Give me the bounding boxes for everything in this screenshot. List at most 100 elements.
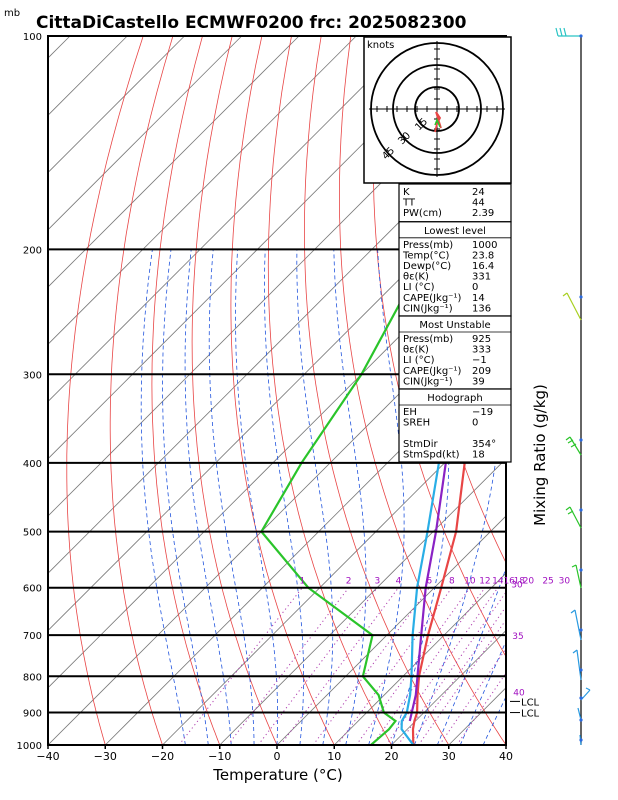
dry-adiabat bbox=[588, 36, 618, 745]
indices-section-title: Most Unstable bbox=[419, 320, 490, 331]
pressure-tick-label: 200 bbox=[23, 245, 42, 256]
index-label: CIN(Jkg⁻¹) bbox=[403, 303, 453, 314]
mixing-ratio-label: 3 bbox=[374, 577, 380, 587]
index-label: EH bbox=[403, 407, 417, 418]
index-value: 925 bbox=[472, 334, 491, 345]
dry-adiabat bbox=[109, 36, 174, 745]
x-axis-label: Temperature (°C) bbox=[212, 766, 342, 784]
x-tick-label: 40 bbox=[499, 750, 513, 763]
hodograph-trace-low bbox=[434, 118, 441, 128]
pressure-tick-label: 700 bbox=[23, 631, 42, 642]
isotherm bbox=[48, 36, 185, 174]
index-value: 16.4 bbox=[472, 261, 494, 272]
indices-section-title: Lowest level bbox=[424, 226, 486, 237]
isotherm bbox=[48, 171, 506, 632]
wind-level-dot bbox=[579, 696, 583, 700]
index-value: 0 bbox=[472, 418, 478, 429]
indices-section bbox=[398, 388, 512, 463]
dry-adiabat bbox=[372, 36, 506, 658]
dry-adiabat bbox=[267, 36, 392, 745]
isotherm bbox=[219, 458, 506, 745]
mixing-ratio-line bbox=[397, 591, 506, 745]
wind-level-dot bbox=[579, 438, 583, 442]
index-label: CAPE(Jkg⁻¹) bbox=[403, 366, 461, 377]
index-label: θε(K) bbox=[403, 272, 429, 283]
isotherm bbox=[48, 36, 128, 116]
x-tick-label: −20 bbox=[151, 750, 174, 763]
mixing-ratio-label: 6 bbox=[426, 577, 432, 587]
index-value: 333 bbox=[472, 345, 491, 356]
wind-level-dot bbox=[579, 738, 583, 742]
index-label: StmSpd(kt) bbox=[403, 449, 460, 460]
mixing-ratio-label: 12 bbox=[479, 577, 490, 587]
mixing-ratio-label: 14 bbox=[492, 577, 504, 587]
index-label: Temp(°C) bbox=[402, 250, 450, 261]
pressure-tick-label: 600 bbox=[23, 584, 42, 595]
moist-adiabat bbox=[184, 249, 232, 745]
mixing-ratio-label: 8 bbox=[449, 577, 455, 587]
moist-adiabat bbox=[208, 249, 255, 745]
index-value: 209 bbox=[472, 366, 491, 377]
pressure-unit: mb bbox=[4, 8, 20, 19]
mixing-ratio-line bbox=[336, 587, 453, 745]
x-tick-label: −30 bbox=[94, 750, 117, 763]
wind-barb bbox=[572, 649, 582, 681]
wind-level-dot bbox=[579, 568, 583, 572]
mixing-ratio-label: 20 bbox=[523, 577, 535, 587]
wind-level-dot bbox=[579, 508, 583, 512]
dry-adiabat bbox=[338, 36, 506, 745]
wind-barb bbox=[565, 506, 582, 529]
moist-adiabat bbox=[505, 744, 506, 745]
x-tick-label: 10 bbox=[327, 750, 341, 763]
wind-barb bbox=[555, 27, 581, 37]
index-value: 24 bbox=[472, 187, 485, 198]
mixing-ratio-line bbox=[355, 587, 471, 745]
pressure-tick-label: 900 bbox=[23, 709, 42, 720]
mixing-ratio-line bbox=[456, 672, 506, 745]
mixing-ratio-label: 1 bbox=[299, 577, 305, 587]
wind-barb bbox=[562, 292, 582, 321]
mixing-ratio-line bbox=[408, 605, 506, 745]
background-lines bbox=[48, 36, 618, 745]
isotherm bbox=[48, 36, 414, 403]
dry-adiabat bbox=[66, 36, 144, 745]
pseudoadiabat-label: 40 bbox=[513, 688, 525, 698]
mixing-ratio-line bbox=[257, 587, 378, 745]
indices-section-title: Hodograph bbox=[427, 393, 482, 404]
hodograph-units-label: knots bbox=[367, 40, 394, 51]
moist-adiabat bbox=[333, 249, 367, 745]
dry-adiabat bbox=[191, 36, 278, 745]
moist-adiabat bbox=[140, 249, 186, 745]
index-value: 354° bbox=[472, 439, 496, 450]
x-tick-label: 20 bbox=[385, 750, 399, 763]
index-label: Dewp(°C) bbox=[403, 261, 451, 272]
mixing-ratio-label: 10 bbox=[464, 577, 476, 587]
pressure-tick-label: 800 bbox=[23, 672, 42, 683]
wind-level-dot bbox=[579, 34, 583, 38]
pressure-tick-label: 400 bbox=[23, 459, 42, 470]
isotherm bbox=[48, 36, 357, 345]
dry-adiabat bbox=[304, 36, 450, 745]
index-value: 23.8 bbox=[472, 250, 494, 261]
index-value: 136 bbox=[472, 303, 491, 314]
index-value: 18 bbox=[472, 449, 485, 460]
isotherm bbox=[48, 229, 506, 689]
moist-adiabat bbox=[235, 249, 278, 745]
index-label: SREH bbox=[403, 418, 430, 429]
pressure-tick-label: 500 bbox=[23, 528, 42, 539]
mixing-ratio-axis-label: Mixing Ratio (g/kg) bbox=[531, 384, 549, 526]
isotherm bbox=[48, 36, 243, 231]
hodograph-trace bbox=[434, 111, 442, 133]
index-value: 0 bbox=[472, 282, 478, 293]
isotherm bbox=[48, 36, 300, 288]
pseudoadiabat-label: 35 bbox=[512, 632, 523, 642]
wind-barb bbox=[570, 609, 582, 641]
index-label: StmDir bbox=[403, 439, 438, 450]
index-label: LI (°C) bbox=[403, 282, 435, 293]
isotherm bbox=[333, 572, 506, 745]
index-label: θε(K) bbox=[403, 345, 429, 356]
x-tick-label: −10 bbox=[208, 750, 231, 763]
indices-section bbox=[398, 315, 512, 390]
wind-barb bbox=[571, 564, 582, 589]
